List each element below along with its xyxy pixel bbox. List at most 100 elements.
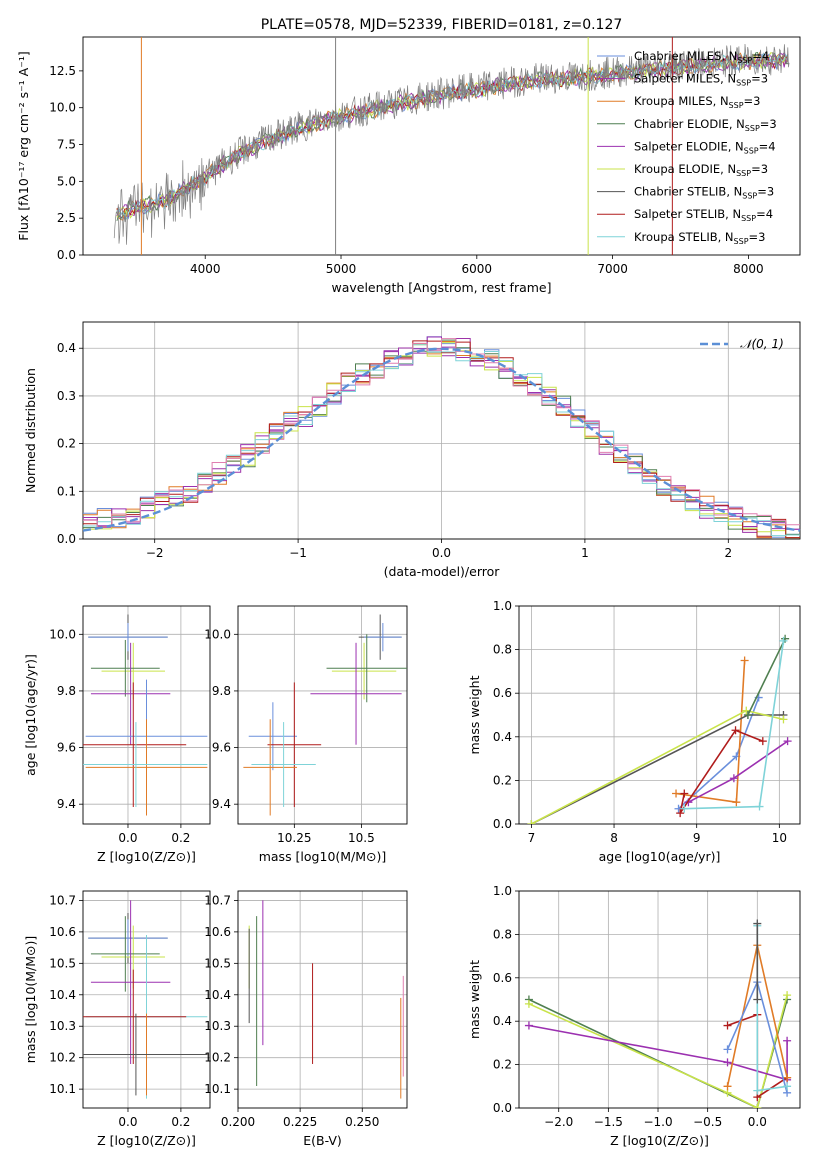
y-tick-label: 0.2	[57, 437, 76, 451]
weight-lines	[527, 634, 792, 824]
y-tick-label: 1.0	[493, 884, 512, 898]
plot-frame	[82, 605, 211, 825]
y-tick-label: 0.1	[57, 484, 76, 498]
plot-frame	[237, 890, 408, 1109]
legend-label: Chabrier ELODIE, NSSP=3	[634, 117, 777, 133]
y-tick-label: 10.0	[204, 627, 231, 641]
y-tick-label: 9.8	[57, 684, 76, 698]
weight-point-marker	[753, 995, 762, 1004]
x-tick-label: 0.2	[171, 831, 190, 845]
weight-point-marker	[783, 737, 792, 746]
x-tick-label: 9	[693, 831, 701, 845]
weight-point-marker	[779, 636, 788, 645]
weight-point-marker	[740, 656, 749, 665]
y-tick-label: 9.4	[57, 797, 76, 811]
y-tick-label: 10.0	[49, 627, 76, 641]
y-axis-label: mass [log10(M/M⊙)]	[23, 936, 38, 1064]
legend-label: Kroupa MILES, NSSP=3	[634, 94, 760, 110]
x-tick-label: 1	[581, 546, 589, 560]
y-tick-label: 0.6	[493, 686, 512, 700]
weight-point-marker	[680, 804, 689, 813]
y-tick-label: 2.5	[57, 211, 76, 225]
weight-point-marker	[783, 991, 792, 1000]
model-spectrum-line	[116, 52, 789, 216]
plot-frame	[518, 890, 801, 1109]
x-tick-label: 0.200	[221, 1115, 255, 1129]
y-tick-label: 10.1	[49, 1082, 76, 1096]
weight-point-marker	[524, 999, 533, 1008]
x-tick-label: 4000	[190, 262, 221, 276]
x-tick-label: −1.5	[594, 1115, 623, 1129]
weight-point-marker	[758, 737, 767, 746]
plot-frame	[518, 605, 801, 825]
y-tick-label: 0.6	[493, 971, 512, 985]
weight-point-marker	[723, 1045, 732, 1054]
y-tick-label: 10.6	[49, 925, 76, 939]
y-tick-label: 0.0	[57, 532, 76, 546]
weight-point-marker	[732, 798, 741, 807]
x-tick-label: −2.0	[544, 1115, 573, 1129]
y-tick-label: 10.5	[204, 956, 231, 970]
legend-label: Salpeter ELODIE, NSSP=4	[634, 139, 776, 155]
y-tick-label: 10.3	[49, 1019, 76, 1033]
legend-label: Chabrier STELIB, NSSP=3	[634, 185, 774, 201]
weight-point-marker	[731, 726, 740, 735]
weight-point-marker	[524, 1021, 533, 1030]
x-axis-label: mass [log10(M/M⊙)]	[259, 849, 387, 864]
legend-label: Chabrier MILES, NSSP=4	[634, 49, 769, 65]
weight-point-marker	[743, 711, 752, 719]
y-tick-label: 0.2	[493, 1058, 512, 1072]
y-tick-label: 7.5	[57, 138, 76, 152]
weight-series-line	[679, 729, 764, 814]
x-tick-label: 0.0	[118, 831, 137, 845]
y-tick-label: 9.4	[212, 797, 231, 811]
y-tick-label: 0.8	[493, 927, 512, 941]
weight-series-line	[747, 638, 786, 716]
y-tick-label: 10.2	[49, 1051, 76, 1065]
y-tick-label: 10.7	[204, 893, 231, 907]
y-tick-label: 0.4	[493, 730, 512, 744]
x-tick-label: 10.25	[277, 831, 311, 845]
weight-point-marker	[672, 789, 681, 798]
y-axis-label: Flux [fλ10⁻¹⁷ erg cm⁻² s⁻¹ A⁻¹]	[16, 51, 31, 240]
y-tick-label: 10.6	[204, 925, 231, 939]
x-tick-label: 7	[528, 831, 536, 845]
y-tick-label: 10.4	[49, 988, 76, 1002]
plot-frame	[82, 321, 801, 540]
y-tick-label: 10.3	[204, 1019, 231, 1033]
x-axis-label: wavelength [Angstrom, rest frame]	[331, 280, 551, 295]
residual-step-line	[83, 344, 800, 537]
x-tick-label: 0.225	[283, 1115, 317, 1129]
weight-point-marker	[783, 1036, 792, 1045]
y-tick-label: 10.5	[49, 956, 76, 970]
weight-point-marker	[723, 1082, 732, 1091]
weight-point-marker	[779, 715, 788, 724]
x-axis-label: Z [log10(Z/Z⊙)]	[610, 1133, 709, 1148]
data-spectrum-line	[113, 43, 790, 245]
x-tick-label: 8	[610, 831, 618, 845]
x-tick-label: −1.0	[643, 1115, 672, 1129]
y-tick-label: 0.4	[57, 341, 76, 355]
y-axis-label: age [log10(age/yr)]	[23, 654, 38, 776]
x-tick-label: 5000	[326, 262, 357, 276]
y-tick-label: 0.3	[57, 389, 76, 403]
x-tick-label: −2	[146, 546, 164, 560]
weight-point-marker	[723, 1021, 732, 1030]
weight-point-marker	[723, 1058, 732, 1067]
weight-point-marker	[783, 1073, 792, 1082]
y-tick-label: 0.0	[57, 248, 76, 262]
x-axis-label: Z [log10(Z/Z⊙)]	[97, 849, 196, 864]
x-tick-label: 0.250	[345, 1115, 379, 1129]
weight-point-marker	[783, 1082, 792, 1091]
weight-series-line	[528, 994, 788, 1108]
y-tick-label: 0.4	[493, 1014, 512, 1028]
x-tick-label: −1	[289, 546, 307, 560]
weight-point-marker	[753, 1104, 762, 1108]
weight-point-marker	[753, 919, 762, 928]
y-tick-label: 9.6	[212, 741, 231, 755]
plot-frame	[82, 890, 211, 1109]
x-tick-label: 10	[772, 831, 787, 845]
plot-frame	[82, 36, 801, 256]
x-tick-label: 0.2	[171, 1115, 190, 1129]
